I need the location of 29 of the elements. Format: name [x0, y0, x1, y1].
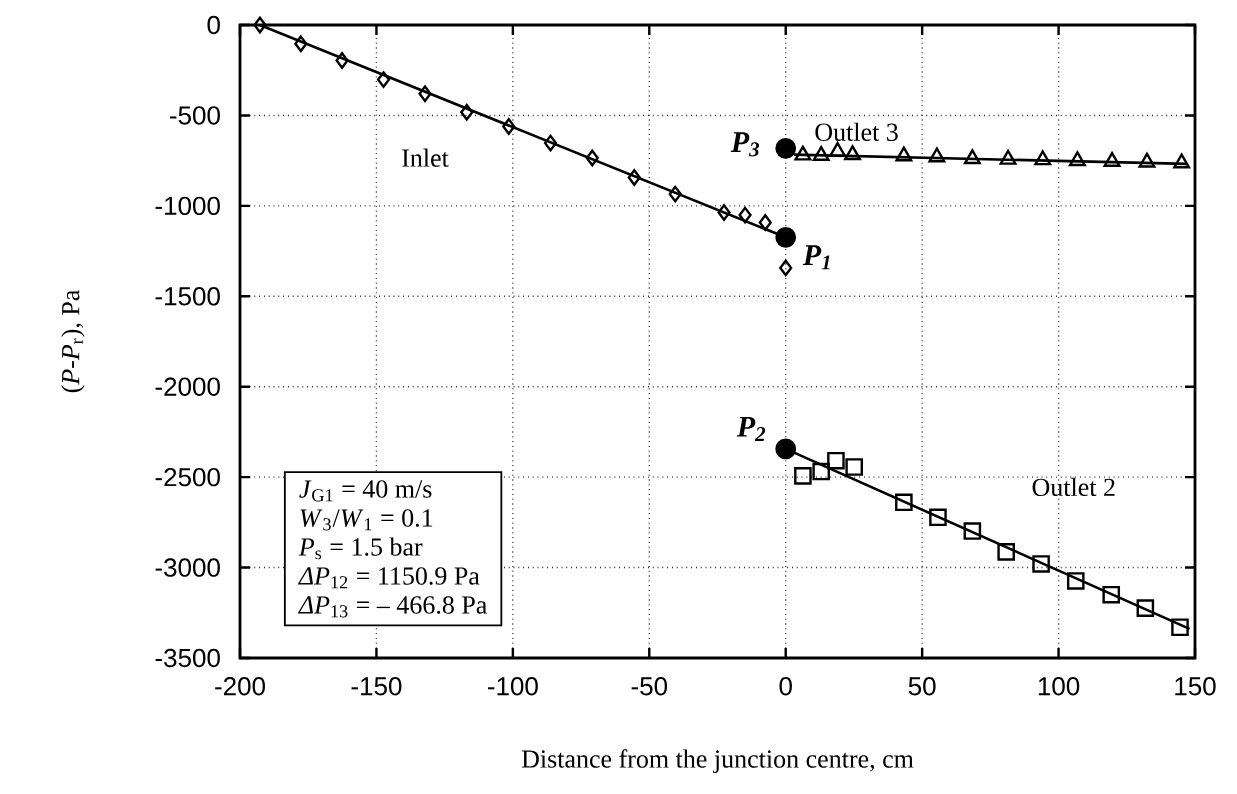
series-label: P$_{2}$	[736, 416, 766, 441]
y-tick-label: -3500	[155, 648, 220, 668]
series-label: Outlet 2	[1032, 477, 1115, 497]
x-tick-label: -50	[631, 677, 668, 696]
y-tick-label: -1500	[155, 287, 220, 306]
annotation: ΔP$_{12}$ = 1150.9 Pa	[297, 567, 480, 589]
x-tick-label: -100	[488, 677, 538, 696]
x-tick-label: -150	[351, 677, 402, 696]
x-tick-label: -200	[215, 677, 266, 696]
x-tick-label: 150	[1175, 677, 1216, 696]
y-axis-title: (P-P$_{r}$), Pa	[61, 289, 85, 393]
y-tick-label: -2000	[155, 377, 220, 396]
y-tick-label: -2500	[155, 467, 220, 487]
series-label: P$_{1}$	[802, 245, 830, 270]
y-tick-label: -500	[170, 106, 220, 125]
x-tick-label: 50	[908, 677, 936, 696]
series-label: P$_{3}$	[730, 132, 760, 157]
y-tick-label: 0	[207, 15, 220, 35]
annotation: ΔP$_{13}$ = – 466.8 Pa	[297, 596, 487, 618]
series-label: Inlet	[402, 148, 449, 167]
y-tick-label: -3000	[155, 558, 220, 577]
x-axis-title: Distance from the junction centre, cm	[521, 749, 914, 774]
series-label: Outlet 3	[815, 122, 898, 141]
y-tick-label: -1000	[155, 196, 220, 216]
annotation: P$_{s}$ = 1.5 bar	[298, 537, 423, 560]
x-tick-label: 100	[1038, 677, 1080, 696]
annotation: J$_{G1}$ = 40 m/s	[299, 480, 432, 502]
x-tick-label: 0	[779, 677, 792, 696]
annotation: W$_{3}$/W$_{1}$ = 0.1	[300, 509, 433, 531]
